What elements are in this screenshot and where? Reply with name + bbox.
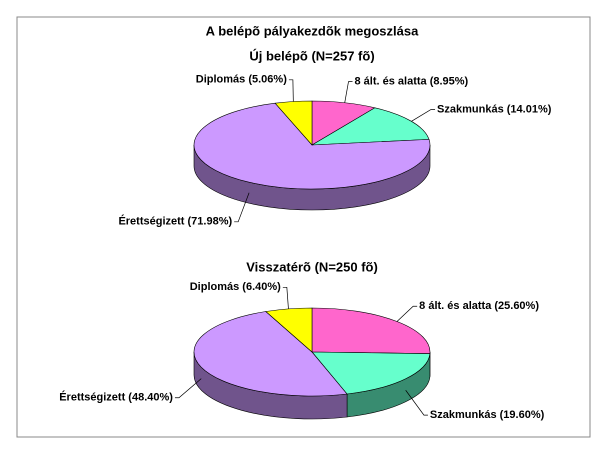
pie-slice — [274, 100, 313, 146]
pie-slice — [311, 351, 431, 395]
leader-line — [411, 109, 436, 122]
leader-line — [405, 390, 428, 416]
slice-label: Érettségizett (48.40%) — [59, 391, 173, 404]
main-title: A belépõ pályakezdõk megoszlása — [206, 23, 419, 38]
chart-title: Új belépõ (N=257 fõ) — [249, 48, 374, 63]
pie-slice — [193, 311, 348, 397]
pie-slice — [265, 307, 313, 353]
pie-slice — [193, 102, 431, 190]
slice-label: Diplomás (6.40%) — [190, 281, 281, 293]
slice-label: 8 ált. és alatta (25.60%) — [419, 300, 539, 312]
slice-label: Szakmunkás (19.60%) — [430, 409, 545, 421]
leader-line — [396, 305, 418, 322]
slice-label: Érettségizett (71.98%) — [118, 215, 232, 228]
slice-label: Szakmunkás (14.01%) — [437, 103, 552, 115]
chart-title: Visszatérõ (N=250 fõ) — [246, 259, 378, 274]
leader-line — [344, 81, 353, 103]
leader-line — [234, 192, 250, 223]
leader-line — [282, 286, 289, 309]
pie-slice — [311, 107, 430, 146]
slice-label: Diplomás (5.06%) — [196, 74, 287, 86]
pie-slice — [311, 307, 431, 354]
leader-line — [288, 79, 294, 102]
leader-line — [174, 378, 202, 399]
slice-label: 8 ált. és alatta (8.95%) — [355, 75, 469, 87]
